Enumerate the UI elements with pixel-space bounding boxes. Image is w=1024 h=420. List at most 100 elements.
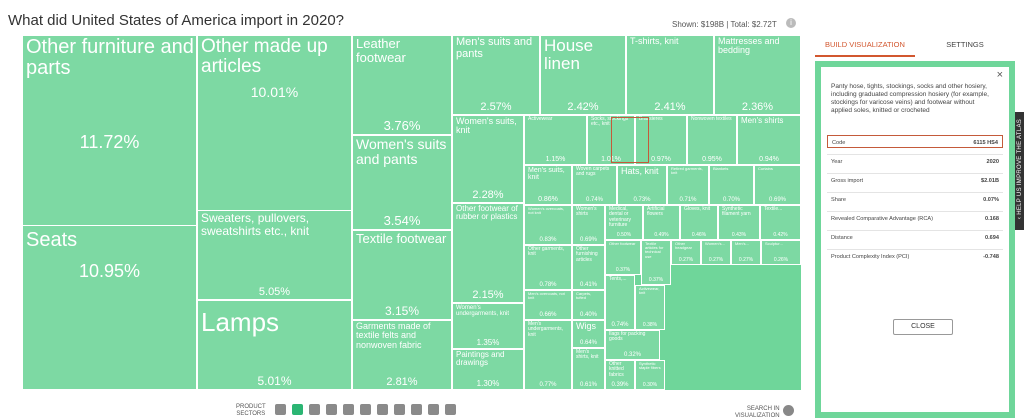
treemap-cell[interactable]: Other knitted fabrics 0.39%	[605, 360, 635, 390]
treemap-cell[interactable]: Socks, stockings etc., knit 1.01%	[587, 115, 635, 165]
sector-chemicals-icon[interactable]	[377, 404, 388, 415]
treemap-cell-value: 2.15%	[472, 289, 504, 301]
help-improve-tab[interactable]: ‹ HELP US IMPROVE THE ATLAS	[1015, 112, 1024, 230]
sector-machinery-icon[interactable]	[411, 404, 422, 415]
treemap-cell-label: Women's suits, knit	[456, 116, 517, 136]
detail-row-value: 0.694	[985, 235, 999, 241]
treemap-cell[interactable]: Other made up articles 10.01%	[197, 35, 352, 230]
treemap-cell[interactable]: Women's shirts 0.69%	[572, 205, 605, 245]
treemap-cell[interactable]: Hats, knit 0.73%	[617, 165, 667, 205]
treemap-cell[interactable]: Garments made of textile felts and nonwo…	[352, 320, 452, 390]
treemap-cell-label: Nonwoven textiles	[691, 116, 732, 122]
treemap-cell-value: 0.26%	[773, 257, 789, 263]
treemap-cell[interactable]: Textile... 0.42%	[760, 205, 801, 240]
detail-row-label: Revealed Comparative Advantage (RCA)	[831, 216, 933, 222]
treemap-cell[interactable]: Synthetic staple fibers 0.30%	[635, 360, 665, 390]
treemap-cell[interactable]: Medical, dental or veterinary furniture 0…	[605, 205, 643, 240]
treemap-cell[interactable]: Men's overcoats, not knit 0.66%	[524, 290, 572, 320]
treemap-cell[interactable]: Activewear, knit 0.38%	[635, 285, 665, 330]
search-icon[interactable]	[783, 405, 794, 416]
treemap-cell-value: 0.50%	[616, 232, 632, 238]
treemap-cell-value: 0.37%	[648, 277, 664, 283]
treemap-cell[interactable]: Women's suits, knit 2.28%	[452, 115, 524, 203]
treemap-cell-label: Other furniture and parts	[26, 36, 194, 79]
treemap-cell[interactable]: Women's... 0.27%	[701, 240, 731, 265]
treemap-cell[interactable]: Wigs 0.64%	[572, 320, 605, 348]
treemap-cell[interactable]: Textile footwear 3.15%	[352, 230, 452, 320]
close-icon[interactable]: ×	[996, 69, 1003, 81]
treemap-cell[interactable]: Woven carpets and rugs 0.74%	[572, 165, 617, 205]
treemap-cell[interactable]: Curtains 0.69%	[754, 165, 801, 205]
treemap-cell[interactable]: Other footwear 0.37%	[605, 240, 641, 275]
product-detail-card: × Panty hose, tights, stockings, socks a…	[821, 67, 1009, 412]
sector-minerals-icon[interactable]	[343, 404, 354, 415]
treemap-cell[interactable]: Men's suits, knit 0.86%	[524, 165, 572, 205]
treemap-cell[interactable]: Men's... 0.27%	[731, 240, 761, 265]
product-label: PRODUCT	[236, 404, 266, 410]
treemap-cell[interactable]: Men's shirts, knit 0.61%	[572, 348, 605, 390]
treemap-cell-value: 0.61%	[579, 382, 597, 388]
treemap-cell[interactable]: Other headgear 0.27%	[671, 240, 701, 265]
treemap-cell-label: Women's undergarments, knit	[456, 305, 510, 318]
treemap-cell[interactable]: Brassieres 0.97%	[635, 115, 687, 165]
treemap-cell[interactable]: Women's overcoats, not knit 0.83%	[524, 205, 572, 245]
panel-tabs: BUILD VISUALIZATION SETTINGS	[815, 35, 1015, 57]
close-button[interactable]: CLOSE	[893, 319, 953, 335]
treemap-cell[interactable]: Seats 10.95%	[22, 225, 197, 390]
sector-textiles-icon[interactable]	[292, 404, 303, 415]
treemap-cell[interactable]: Artificial flowers 0.49%	[643, 205, 680, 240]
treemap-cell[interactable]: Synthetic filament yarn 0.43%	[718, 205, 760, 240]
treemap-cell[interactable]: Blankets 0.70%	[709, 165, 754, 205]
treemap-cell[interactable]: Lamps 5.01%	[197, 300, 352, 390]
sector-stone-icon[interactable]	[326, 404, 337, 415]
sector-agriculture-icon[interactable]	[309, 404, 320, 415]
treemap-cell[interactable]: Women's undergarments, knit 1.35%	[452, 303, 524, 349]
treemap-cell[interactable]: Textile articles for technical use 0.37%	[641, 240, 671, 285]
tab-build-visualization[interactable]: BUILD VISUALIZATION	[815, 35, 915, 57]
treemap-cell[interactable]: Gloves, knit 0.46%	[680, 205, 718, 240]
treemap-cell[interactable]: Mattresses and bedding 2.36%	[714, 35, 801, 115]
treemap-cell-value: 0.39%	[611, 382, 629, 388]
detail-row-value: 2020	[986, 159, 999, 165]
treemap-cell[interactable]: Other footwear of rubber or plastics 2.15…	[452, 203, 524, 303]
sector-electronics-icon[interactable]	[428, 404, 439, 415]
treemap-cell-value: 0.38%	[642, 322, 658, 328]
treemap-cell[interactable]: Ilags for packing goods 0.32%	[605, 330, 660, 360]
sector-services-icon[interactable]	[275, 404, 286, 415]
treemap-cell[interactable]: Retired garments, knit 0.71%	[667, 165, 709, 205]
sector-vehicles-icon[interactable]	[394, 404, 405, 415]
treemap-cell[interactable]: House linen 2.42%	[540, 35, 626, 115]
treemap-cell-value: 0.64%	[579, 340, 597, 346]
treemap-cell[interactable]: Men's suits and pants 2.57%	[452, 35, 540, 115]
treemap-cell[interactable]: Sculptur... 0.26%	[761, 240, 801, 265]
treemap-cell[interactable]: Other furnishing articles 0.41%	[572, 245, 605, 290]
treemap-cell-value: 0.74%	[585, 197, 603, 203]
treemap-cell[interactable]: Sweaters, pullovers, sweatshirts etc., k…	[197, 210, 352, 300]
treemap-cell[interactable]: Nonwoven textiles 0.95%	[687, 115, 737, 165]
sector-metals-icon[interactable]	[360, 404, 371, 415]
treemap-cell[interactable]: Women's suits and pants 3.54%	[352, 135, 452, 230]
treemap-cell[interactable]: Leather footwear 3.76%	[352, 35, 452, 135]
treemap-cell-label: Curtains	[758, 166, 773, 171]
tab-settings[interactable]: SETTINGS	[946, 40, 984, 49]
treemap-cell-label: Activewear, knit	[639, 286, 660, 296]
panel-frame: × Panty hose, tights, stockings, socks a…	[815, 61, 1015, 418]
treemap-cell-label: Ilags for packing goods	[609, 331, 646, 343]
sector-other-icon[interactable]	[445, 404, 456, 415]
search-visualization[interactable]: SEARCH IN VISUALIZATION	[735, 406, 780, 420]
treemap-cell[interactable]: Carpets, tufted 0.40%	[572, 290, 605, 320]
treemap-cell[interactable]: T-shirts, knit 2.41%	[626, 35, 714, 115]
treemap-cell[interactable]: Paintings and drawings 1.30%	[452, 349, 524, 390]
totals-separator: |	[726, 20, 729, 29]
treemap-cell[interactable]: Men's undergarments, knit 0.77%	[524, 320, 572, 390]
help-chevron-icon: ‹	[1017, 216, 1023, 220]
treemap-cell-value: 0.49%	[654, 232, 669, 238]
treemap-cell[interactable]: Other garments, knit 0.78%	[524, 245, 572, 290]
treemap-cell-value: 11.72%	[79, 132, 140, 152]
treemap-cell-label: Other knitted fabrics	[609, 361, 624, 378]
info-icon[interactable]: i	[786, 18, 796, 28]
treemap-cell[interactable]: Activewear 1.15%	[524, 115, 587, 165]
treemap-cell[interactable]: Men's shirts 0.94%	[737, 115, 801, 165]
treemap-cell-value: 0.71%	[679, 197, 697, 203]
treemap-cell[interactable]: Tents,... 0.74%	[605, 275, 635, 330]
